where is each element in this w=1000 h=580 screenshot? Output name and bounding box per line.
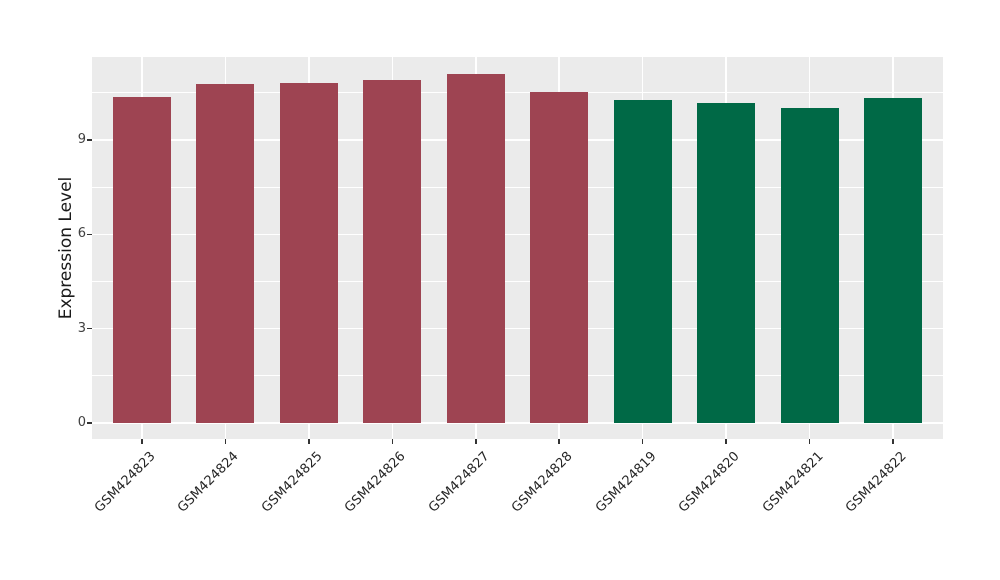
y-tick-label: 3 — [77, 320, 86, 336]
bar-GSM424822 — [863, 97, 922, 423]
x-tick-label: GSM424828 — [509, 449, 576, 516]
bar-GSM424828 — [530, 92, 589, 423]
x-tick-mark — [892, 439, 894, 444]
x-tick-mark — [141, 439, 143, 444]
bar-GSM424826 — [363, 80, 422, 423]
y-tick-mark — [87, 139, 92, 141]
bar-GSM424825 — [279, 83, 338, 423]
major-gridline — [92, 233, 943, 236]
bar-GSM424823 — [113, 97, 172, 423]
major-gridline — [92, 139, 943, 141]
x-tick-mark — [808, 439, 811, 444]
x-tick-label: GSM424824 — [175, 449, 243, 516]
x-tick-label: GSM424819 — [592, 449, 660, 516]
bar-GSM424821 — [780, 107, 839, 423]
x-tick-mark — [308, 439, 310, 444]
y-tick-mark — [87, 327, 92, 330]
x-tick-label: GSM424821 — [759, 449, 827, 516]
y-tick-label: 6 — [77, 226, 86, 242]
x-tick-label: GSM424823 — [92, 449, 159, 516]
y-axis-title: Expression Level — [56, 176, 76, 320]
plot-panel — [92, 57, 943, 439]
bar-GSM424824 — [196, 84, 255, 423]
y-tick-mark — [87, 422, 92, 424]
minor-gridline — [92, 281, 943, 283]
bar-GSM424820 — [697, 103, 756, 423]
x-tick-mark — [725, 439, 727, 444]
minor-gridline — [92, 186, 943, 188]
x-tick-mark — [224, 439, 227, 444]
y-tick-mark — [87, 233, 92, 236]
y-tick-label: 0 — [77, 415, 86, 430]
x-tick-label: GSM424825 — [258, 449, 326, 516]
x-tick-mark — [475, 439, 477, 444]
x-tick-mark — [558, 439, 560, 444]
x-tick-label: GSM424827 — [425, 449, 493, 516]
x-tick-label: GSM424822 — [842, 449, 910, 516]
x-tick-mark — [391, 439, 394, 444]
x-tick-label: GSM424820 — [676, 449, 743, 516]
x-tick-label: GSM424826 — [342, 449, 409, 516]
minor-gridline — [92, 375, 943, 377]
bar-GSM424827 — [446, 73, 505, 423]
bar-GSM424819 — [613, 100, 672, 423]
y-tick-label: 9 — [77, 132, 86, 148]
major-gridline — [92, 327, 943, 330]
major-gridline — [92, 422, 943, 424]
x-tick-mark — [641, 439, 644, 444]
minor-gridline — [92, 92, 943, 94]
